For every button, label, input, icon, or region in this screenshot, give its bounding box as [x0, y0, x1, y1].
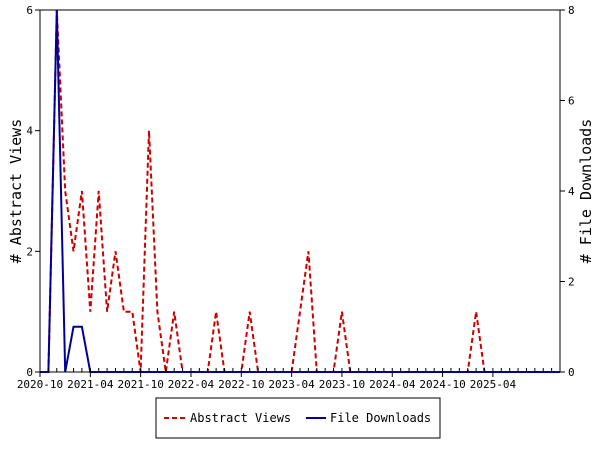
- legend-box: [155, 397, 441, 439]
- y-right-tick-label: 0: [568, 366, 575, 379]
- legend-label-abstract-views: Abstract Views: [190, 411, 291, 425]
- x-tick-label: 2022-10: [218, 378, 264, 391]
- legend: Abstract Views File Downloads: [155, 397, 441, 439]
- legend-label-file-downloads: File Downloads: [330, 411, 431, 425]
- y-left-tick-label: 6: [26, 4, 33, 17]
- y-axis-right: 0 2 4 6 8: [560, 4, 575, 379]
- x-tick-label: 2024-04: [369, 378, 416, 391]
- y-left-tick-label: 2: [26, 245, 33, 258]
- x-tick-label: 2025-04: [470, 378, 517, 391]
- y-right-tick-label: 4: [568, 185, 575, 198]
- y-axis-left-title: # Abstract Views: [7, 119, 25, 264]
- y-left-tick-label: 0: [26, 366, 33, 379]
- y-right-tick-label: 6: [568, 95, 575, 108]
- y-left-tick-label: 4: [26, 125, 33, 138]
- x-axis: 2020-10 2021-04 2021-10 2022-04 2022-10 2023-…: [17, 368, 561, 391]
- x-tick-label: 2021-10: [117, 378, 163, 391]
- plot-frame: [39, 9, 561, 373]
- y-right-tick-label: 8: [568, 4, 575, 17]
- series-line-abstract-views: [40, 9, 560, 373]
- x-tick-label: 2021-04: [67, 378, 114, 391]
- x-tick-label: 2022-04: [168, 378, 215, 391]
- x-tick-label: 2024-10: [419, 378, 465, 391]
- y-axis-left: 0 2 4 6: [26, 4, 40, 379]
- x-tick-label: 2023-04: [268, 378, 315, 391]
- x-tick-label: 2020-10: [17, 378, 63, 391]
- y-right-tick-label: 2: [568, 276, 575, 289]
- y-axis-right-title: # File Downloads: [577, 119, 595, 264]
- x-tick-label: 2023-10: [319, 378, 365, 391]
